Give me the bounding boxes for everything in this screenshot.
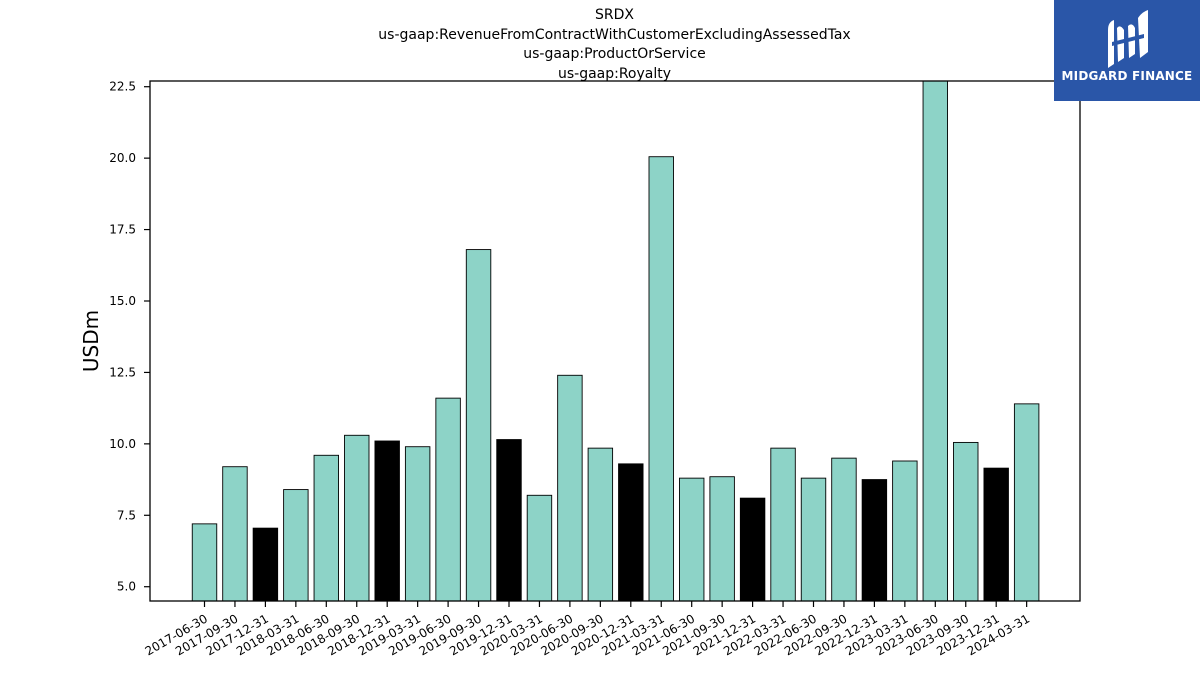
y-tick-label: 17.5: [109, 223, 136, 237]
bar-2018-09-30: [344, 434, 370, 602]
y-tick-label: 20.0: [109, 151, 136, 165]
bar-2018-12-31: [374, 440, 400, 602]
y-tick-label: 15.0: [109, 294, 136, 308]
bar-2017-06-30: [191, 523, 218, 602]
midgard-logo-icon: [1108, 10, 1148, 68]
bar-2017-09-30: [222, 466, 248, 602]
bar-2020-12-31: [618, 463, 644, 602]
bar-2017-12-31: [252, 527, 279, 602]
y-tick-label: 7.5: [117, 508, 136, 522]
bar-2023-03-31: [892, 460, 918, 602]
bar-2018-03-31: [283, 489, 309, 602]
bar-2019-09-30: [465, 249, 492, 602]
title-line-concept: us-gaap:RevenueFromContractWithCustomerE…: [378, 26, 851, 43]
bar-2019-06-30: [435, 397, 461, 602]
bar-2021-09-30: [709, 476, 735, 602]
logo-text: MIDGARD FINANCE: [1061, 69, 1193, 83]
bar-2022-06-30: [800, 477, 827, 602]
bar-2019-12-31: [496, 439, 522, 602]
bar-2021-06-30: [679, 477, 705, 602]
bars-group: [191, 80, 1040, 602]
title-line-axis: us-gaap:ProductOrService: [523, 46, 706, 62]
bar-2021-03-31: [648, 156, 674, 602]
bar-2023-09-30: [953, 441, 979, 602]
y-tick-label: 22.5: [109, 80, 136, 94]
x-axis: 2017-06-302017-09-302017-12-312018-03-31…: [143, 601, 1032, 658]
bar-2020-09-30: [587, 447, 614, 602]
bar-2022-09-30: [831, 457, 857, 602]
bar-2022-03-31: [770, 447, 796, 602]
bar-2018-06-30: [313, 454, 339, 602]
midgard-finance-logo: MIDGARD FINANCE: [1054, 0, 1200, 101]
y-tick-label: 10.0: [109, 437, 136, 451]
bar-2020-06-30: [557, 374, 583, 602]
bar-2022-12-31: [861, 479, 888, 602]
y-axis: 5.0 7.5 10.0 12.5 15.0 17.5 20.0 22.5: [109, 80, 150, 594]
bar-2023-06-30: [922, 80, 948, 602]
y-tick-label: 5.0: [117, 580, 136, 594]
bar-2020-03-31: [526, 494, 553, 602]
bar-2021-12-31: [739, 497, 766, 602]
y-tick-label: 12.5: [109, 365, 136, 379]
bar-2023-12-31: [983, 467, 1009, 602]
y-axis-label: USDm: [79, 310, 103, 372]
title-line-ticker: SRDX: [595, 7, 634, 23]
bar-2024-03-31: [1013, 403, 1040, 602]
chart-title: SRDX us-gaap:RevenueFromContractWithCust…: [0, 6, 1200, 84]
bar-2019-03-31: [404, 446, 431, 602]
title-line-member: us-gaap:Royalty: [557, 65, 672, 82]
plot-area-frame: [149, 80, 1081, 602]
